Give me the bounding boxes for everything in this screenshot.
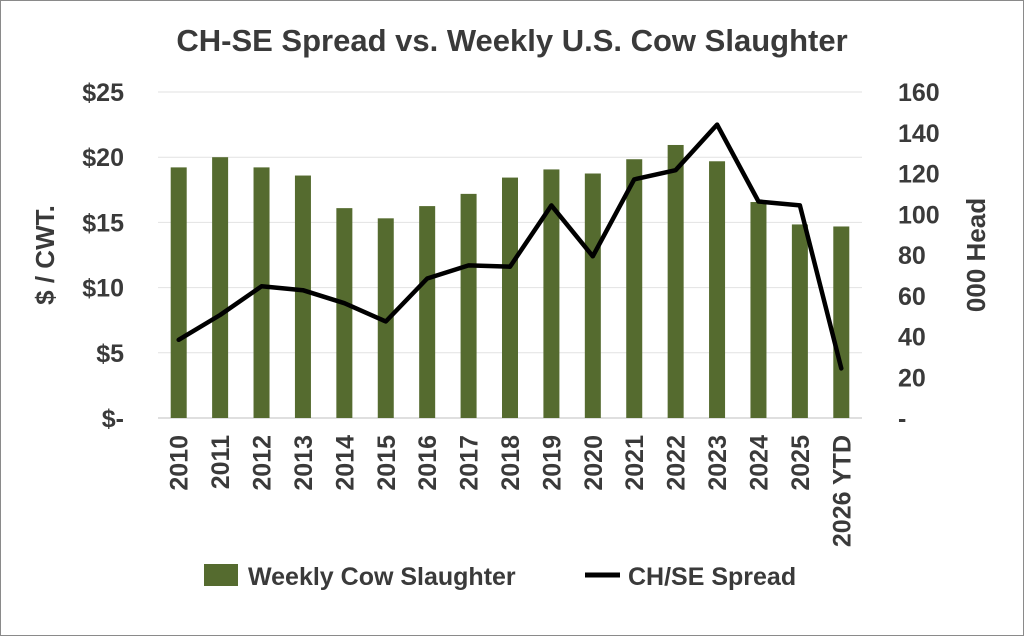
bar <box>502 177 518 418</box>
bar-series <box>170 144 850 419</box>
x-tick-label: 2015 <box>373 435 401 491</box>
x-tick-label: 2011 <box>207 435 235 489</box>
bar <box>212 157 229 418</box>
bar <box>626 159 643 419</box>
right-tick-label: 80 <box>898 242 926 270</box>
x-axis-ticks: 2010 2011 2012 2013 2014 2015 2016 2017 2018 2019… <box>166 435 857 547</box>
x-tick-label: 2014 <box>331 435 359 491</box>
bar <box>791 224 808 418</box>
bar <box>543 169 560 418</box>
x-tick-label: 2026 YTD <box>828 435 856 547</box>
bar <box>419 206 436 418</box>
x-tick-label: 2016 <box>414 435 442 491</box>
x-tick-label: 2017 <box>456 435 484 491</box>
legend: Weekly Cow Slaughter CH/SE Spread <box>204 563 796 591</box>
x-tick-label: 2021 <box>621 435 649 491</box>
left-tick-label: $5 <box>96 340 124 368</box>
bar <box>170 167 187 418</box>
x-tick-label: 2012 <box>249 435 277 491</box>
legend-label-bar: Weekly Cow Slaughter <box>248 563 516 591</box>
right-tick-label: 120 <box>898 161 940 189</box>
x-tick-label: 2013 <box>290 435 318 491</box>
bar <box>294 175 311 418</box>
x-tick-label: 2022 <box>663 435 691 491</box>
left-tick-label: $20 <box>82 144 124 172</box>
legend-label-line: CH/SE Spread <box>628 563 796 591</box>
x-tick-label: 2024 <box>746 435 774 491</box>
bar <box>709 161 726 418</box>
bar <box>460 193 477 418</box>
left-tick-label: $25 <box>82 79 124 107</box>
bar <box>584 173 601 418</box>
right-tick-label: 40 <box>898 324 926 352</box>
line-series <box>176 122 844 371</box>
bar <box>336 208 353 418</box>
bar <box>253 167 270 418</box>
right-axis-ticks: - 20 40 60 80 100 120 140 160 <box>898 79 940 433</box>
right-tick-label: - <box>898 405 906 433</box>
right-tick-label: 60 <box>898 283 926 311</box>
x-tick-label: 2023 <box>704 435 732 491</box>
right-tick-label: 20 <box>898 364 926 392</box>
right-tick-label: 160 <box>898 79 940 107</box>
right-tick-label: 100 <box>898 201 940 229</box>
right-axis-title: 000 Head <box>961 198 991 312</box>
left-tick-label: $10 <box>82 275 124 303</box>
chart-title: CH-SE Spread vs. Weekly U.S. Cow Slaught… <box>176 23 847 58</box>
x-tick-label: 2020 <box>580 435 608 491</box>
x-tick-label: 2010 <box>166 435 194 491</box>
left-axis-title: $ / CWT. <box>30 205 60 305</box>
series-line <box>176 122 844 371</box>
x-tick-label: 2019 <box>538 435 566 491</box>
bar <box>750 202 767 418</box>
bar <box>667 144 684 418</box>
right-tick-label: 140 <box>898 120 940 148</box>
bar <box>833 226 850 418</box>
left-tick-label: $- <box>102 405 124 433</box>
x-tick-label: 2025 <box>787 435 815 491</box>
bar <box>377 218 394 418</box>
legend-swatch-bar <box>204 564 238 586</box>
left-axis-ticks: $- $5 $10 $15 $20 $25 <box>82 79 124 433</box>
x-tick-label: 2018 <box>497 435 525 491</box>
left-tick-label: $15 <box>82 209 124 237</box>
